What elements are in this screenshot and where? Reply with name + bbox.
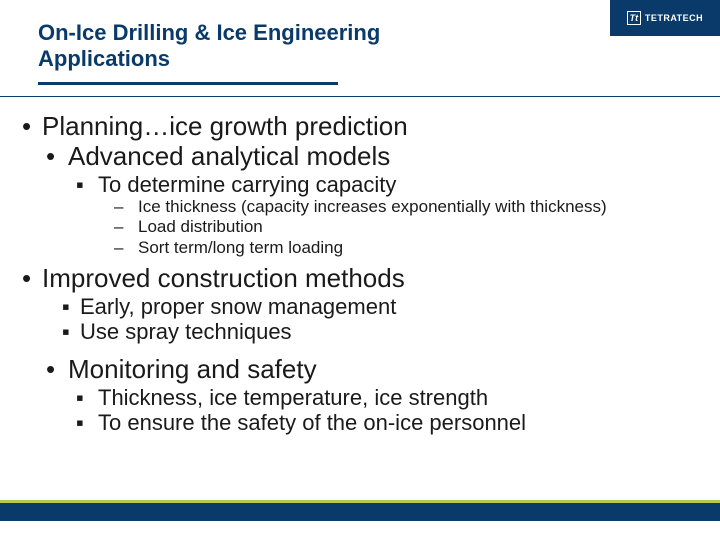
text-snow: Early, proper snow management	[80, 294, 396, 319]
text-planning: Planning…ice growth prediction	[42, 111, 408, 141]
title-line-1: On-Ice Drilling & Ice Engineering	[38, 20, 380, 45]
bullet-thick-temp: ▪Thickness, ice temperature, ice strengt…	[76, 385, 700, 410]
header-divider	[0, 96, 720, 97]
slide: On-Ice Drilling & Ice Engineering Applic…	[0, 0, 720, 540]
brand-logo: Tt TETRATECH	[627, 11, 703, 25]
logo-mark-icon: Tt	[627, 11, 641, 25]
page-number: 18	[699, 527, 710, 538]
text-thickness: Ice thickness (capacity increases expone…	[138, 197, 607, 217]
bullet-thickness: –Ice thickness (capacity increases expon…	[114, 197, 700, 217]
slide-title: On-Ice Drilling & Ice Engineering Applic…	[38, 20, 380, 73]
bullet-planning: •Planning…ice growth prediction	[22, 112, 700, 142]
text-safety: To ensure the safety of the on-ice perso…	[98, 410, 526, 435]
text-advanced: Advanced analytical models	[68, 141, 390, 171]
bullet-advanced: •Advanced analytical models	[46, 142, 700, 172]
bullet-carrying: ▪To determine carrying capacity	[76, 172, 700, 197]
footer: 18	[0, 500, 720, 540]
bullet-improved: •Improved construction methods	[22, 264, 700, 294]
text-thick-temp: Thickness, ice temperature, ice strength	[98, 385, 488, 410]
bullet-load: –Load distribution	[114, 217, 700, 237]
bullet-safety: ▪To ensure the safety of the on-ice pers…	[76, 410, 700, 435]
bullet-monitoring: •Monitoring and safety	[46, 355, 700, 385]
text-improved: Improved construction methods	[42, 263, 405, 293]
bullet-term: –Sort term/long term loading	[114, 238, 700, 258]
text-carrying: To determine carrying capacity	[98, 172, 396, 197]
bullet-snow: ▪Early, proper snow management	[62, 294, 700, 319]
text-spray: Use spray techniques	[80, 319, 292, 344]
title-line-2: Applications	[38, 46, 170, 71]
content: •Planning…ice growth prediction •Advance…	[22, 112, 700, 435]
text-term: Sort term/long term loading	[138, 238, 343, 258]
bullet-spray: ▪Use spray techniques	[62, 319, 700, 344]
header: On-Ice Drilling & Ice Engineering Applic…	[0, 0, 720, 92]
title-underline	[38, 82, 338, 85]
text-load: Load distribution	[138, 217, 263, 237]
footer-bar: 18	[0, 503, 720, 521]
logo-bar: Tt TETRATECH	[610, 0, 720, 36]
logo-text: TETRATECH	[645, 13, 703, 23]
text-monitoring: Monitoring and safety	[68, 354, 317, 384]
